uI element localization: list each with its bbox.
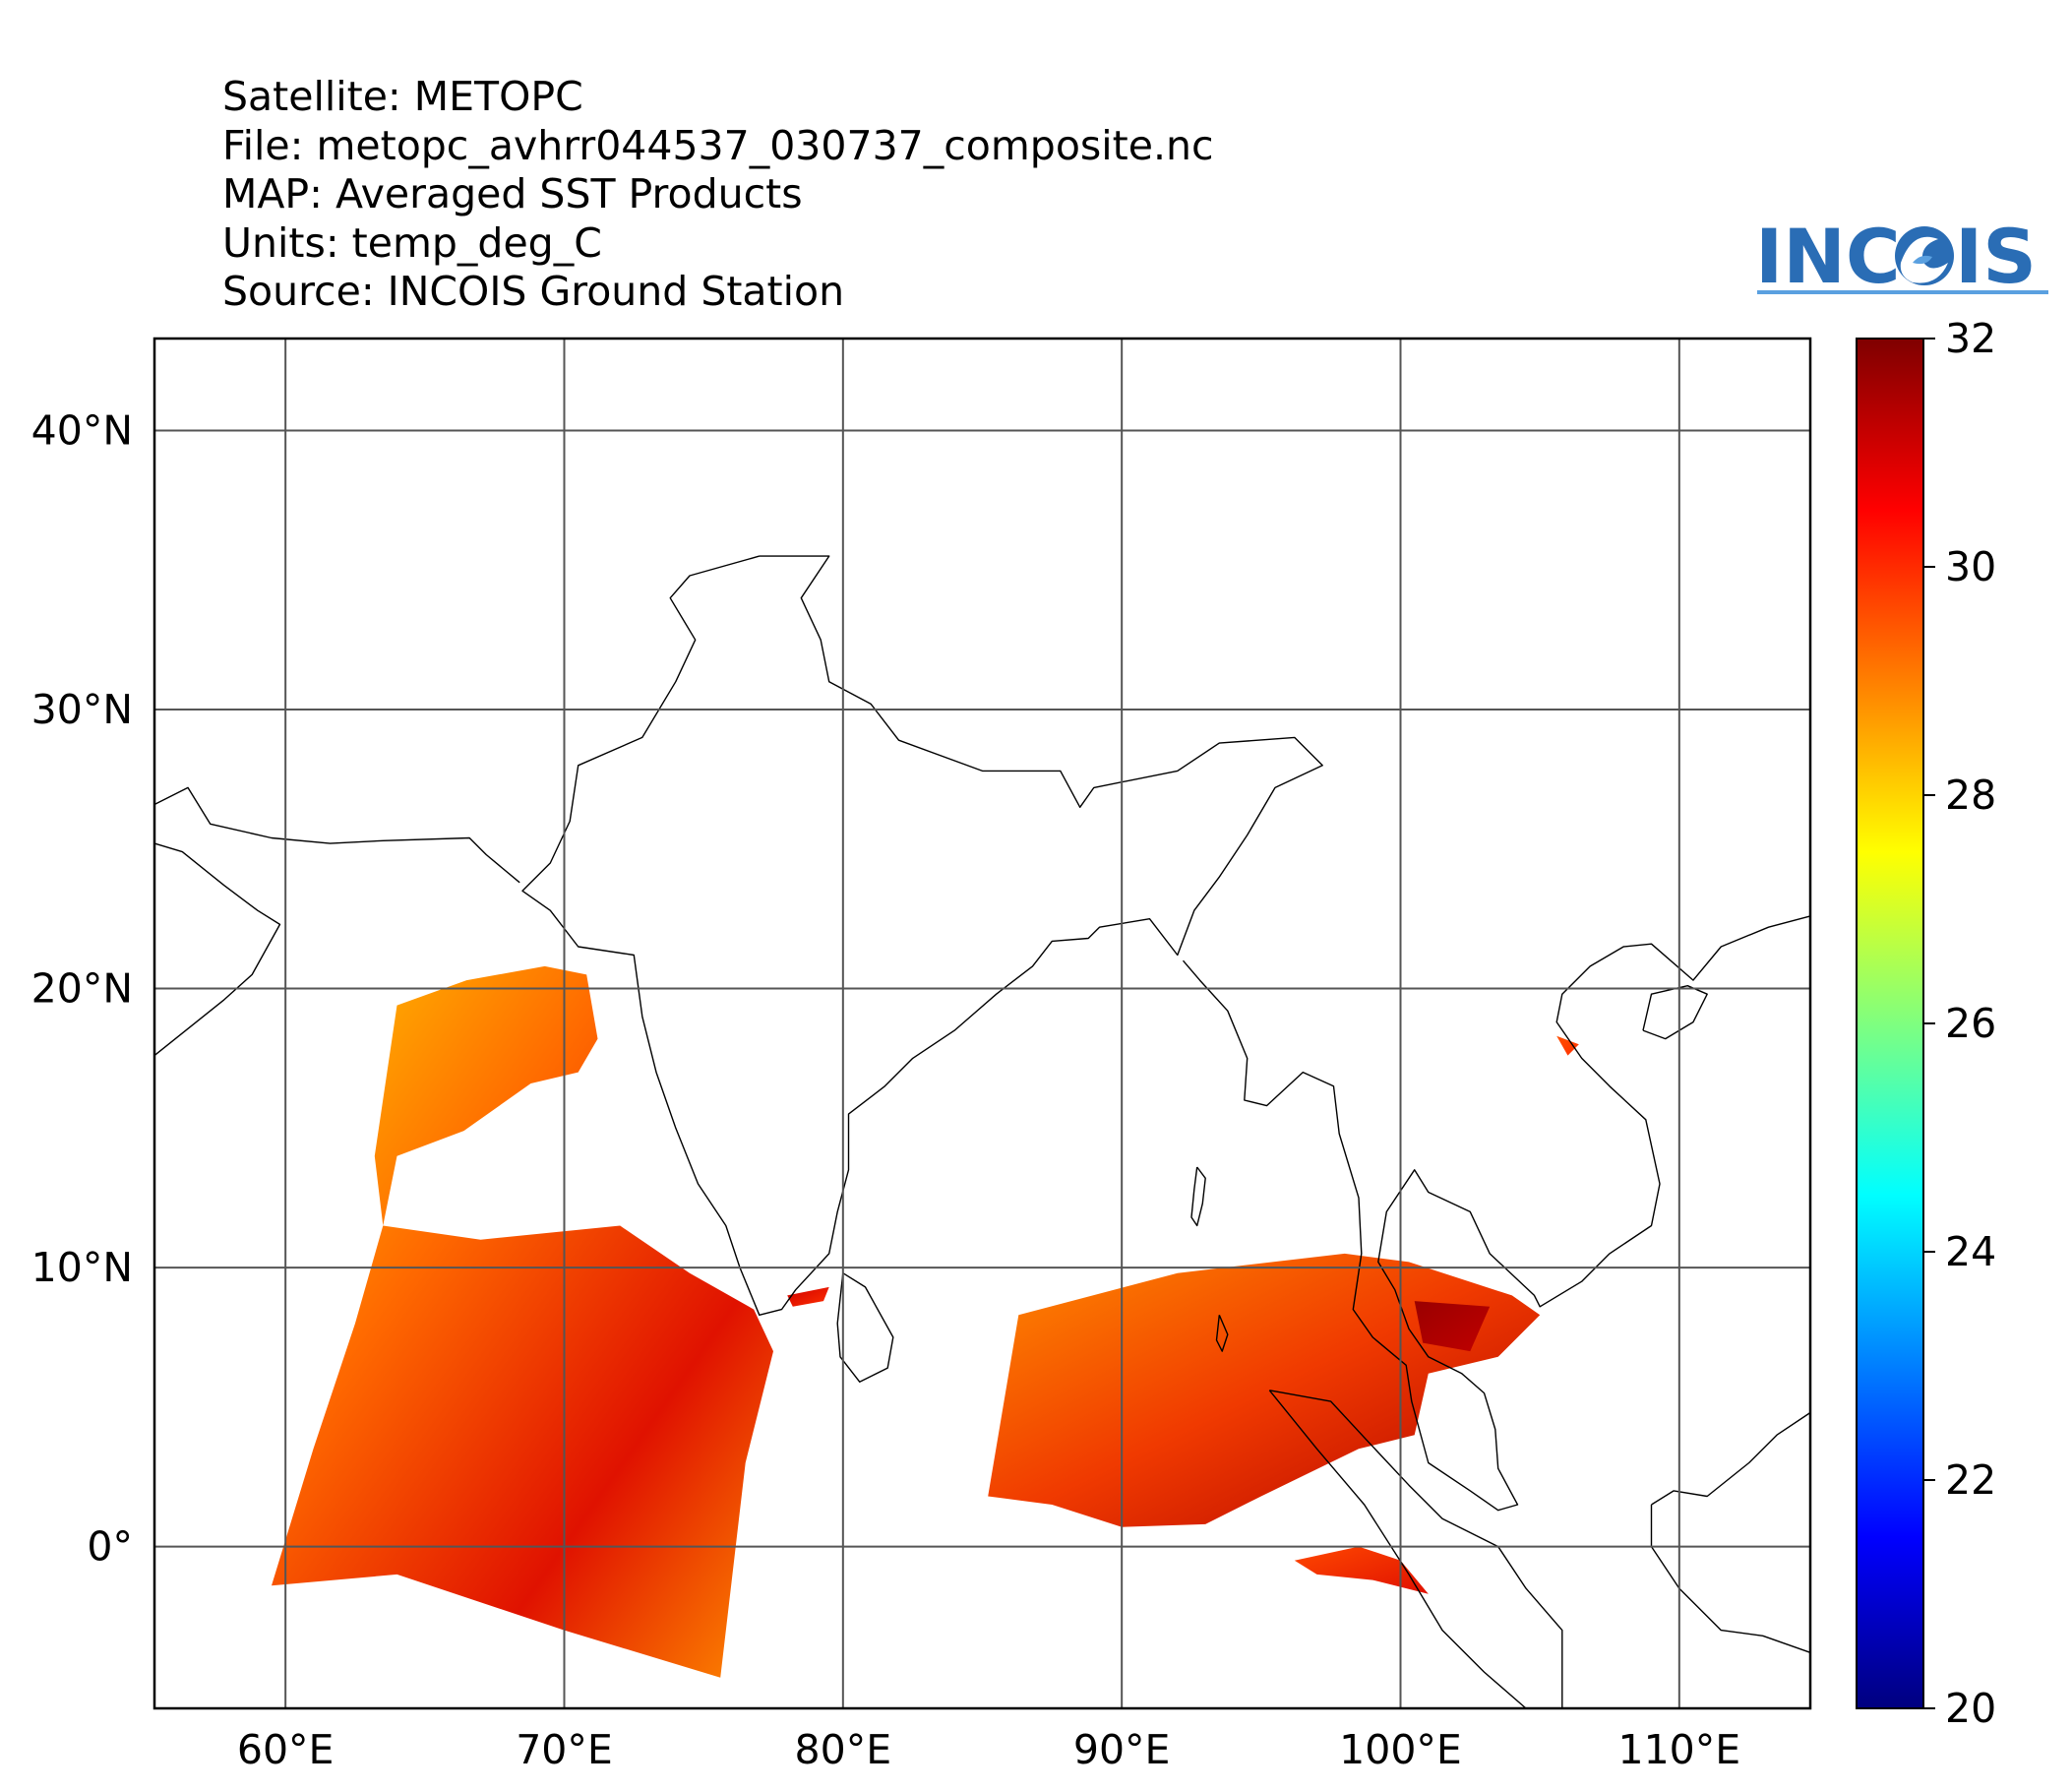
colorbar-gradient (1856, 338, 1924, 1709)
andaman-islands (1190, 1166, 1206, 1227)
logo-text-right: IS (1955, 213, 2037, 300)
incois-logo: INC IS (1755, 213, 2048, 300)
pakistan-iran-coast (153, 786, 520, 884)
sst-swath-layer (272, 965, 1579, 1678)
longitude-label: 70°E (516, 1726, 613, 1773)
longitude-labels: 60°E 70°E 80°E 90°E 100°E 110°E (237, 1726, 1740, 1773)
myanmar-thai-coast (1182, 915, 1811, 1512)
map-header: Satellite: METOPC File: metopc_avhrr0445… (222, 73, 1214, 317)
latitude-label: 30°N (31, 686, 133, 733)
map-frame (152, 337, 1812, 1710)
bay-of-bengal-swath (988, 1253, 1541, 1527)
colorbar-tick-label: 26 (1945, 1000, 1996, 1047)
gridline-layer (154, 339, 1810, 1708)
india-outline (521, 555, 1323, 1317)
longitude-label: 100°E (1339, 1726, 1462, 1773)
vietnam-coast-patch (1556, 1035, 1579, 1056)
arabian-sea-swath (272, 965, 773, 1678)
source-label: Source: INCOIS Ground Station (222, 268, 845, 315)
sumatra-outline (1268, 1390, 1563, 1709)
oman-coast (153, 842, 281, 1057)
longitude-label: 110°E (1617, 1726, 1740, 1773)
colorbar-tick-label: 22 (1945, 1456, 1996, 1504)
gulf-of-thailand-patch (1414, 1301, 1491, 1352)
gulf-of-mannar-patch (787, 1286, 829, 1307)
longitude-label: 60°E (237, 1726, 335, 1773)
latitude-label: 0° (87, 1523, 133, 1571)
coastline-layer (153, 555, 1811, 1709)
file-label: File: metopc_avhrr044537_030737_composit… (222, 121, 1214, 169)
sri-lanka-outline (836, 1272, 894, 1384)
logo-text-left: INC (1755, 213, 1901, 300)
colorbar-tick-label: 32 (1945, 315, 1996, 362)
latitude-label: 10°N (31, 1244, 133, 1291)
logo-underline (1757, 290, 2048, 294)
wave-icon (1895, 226, 1954, 285)
colorbar-tick-label: 28 (1945, 772, 1996, 819)
hainan-outline (1642, 985, 1708, 1040)
longitude-label: 80°E (795, 1726, 892, 1773)
nicobar-islands (1215, 1315, 1229, 1352)
longitude-label: 90°E (1073, 1726, 1171, 1773)
latitude-label: 20°N (31, 965, 133, 1013)
colorbar-tick-label: 20 (1945, 1685, 1996, 1732)
colorbar-tick-label: 30 (1945, 543, 1996, 590)
satellite-label: Satellite: METOPC (222, 73, 583, 120)
colorbar-tick-label: 24 (1945, 1228, 1996, 1275)
latitude-label: 40°N (31, 407, 133, 455)
latitude-labels: 0° 10°N 20°N 30°N 40°N (31, 407, 133, 1571)
map-type-label: MAP: Averaged SST Products (222, 170, 803, 217)
colorbar-ticks: 20 22 24 26 28 30 32 (1923, 315, 1996, 1732)
sumatra-west-patch (1294, 1546, 1429, 1594)
units-label: Units: temp_deg_C (222, 218, 602, 267)
